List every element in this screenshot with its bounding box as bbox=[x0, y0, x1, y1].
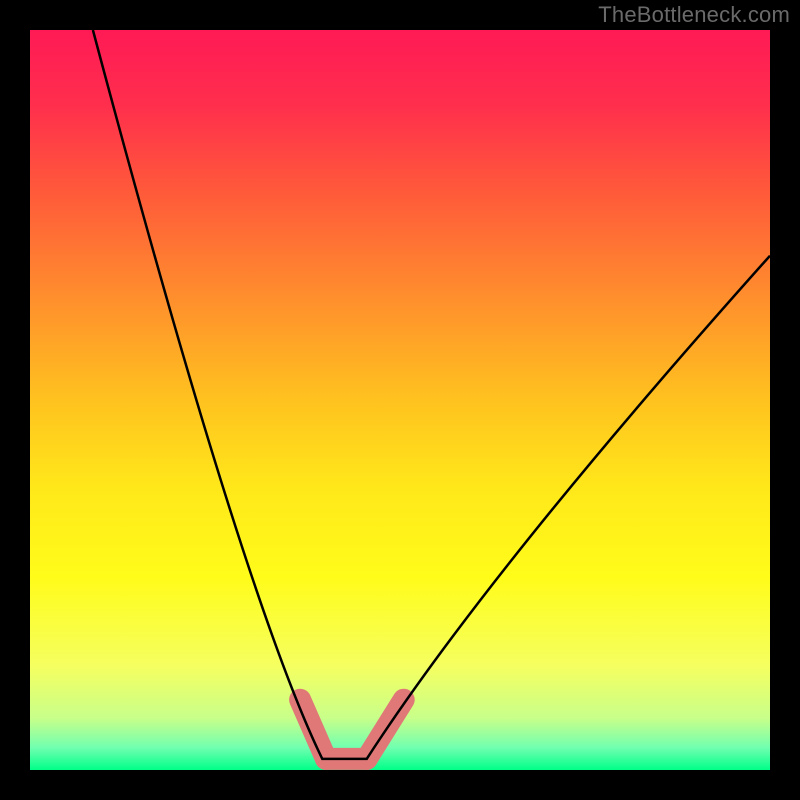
chart-background bbox=[30, 30, 770, 770]
bottleneck-chart bbox=[30, 30, 770, 770]
watermark-text: TheBottleneck.com bbox=[598, 2, 790, 28]
